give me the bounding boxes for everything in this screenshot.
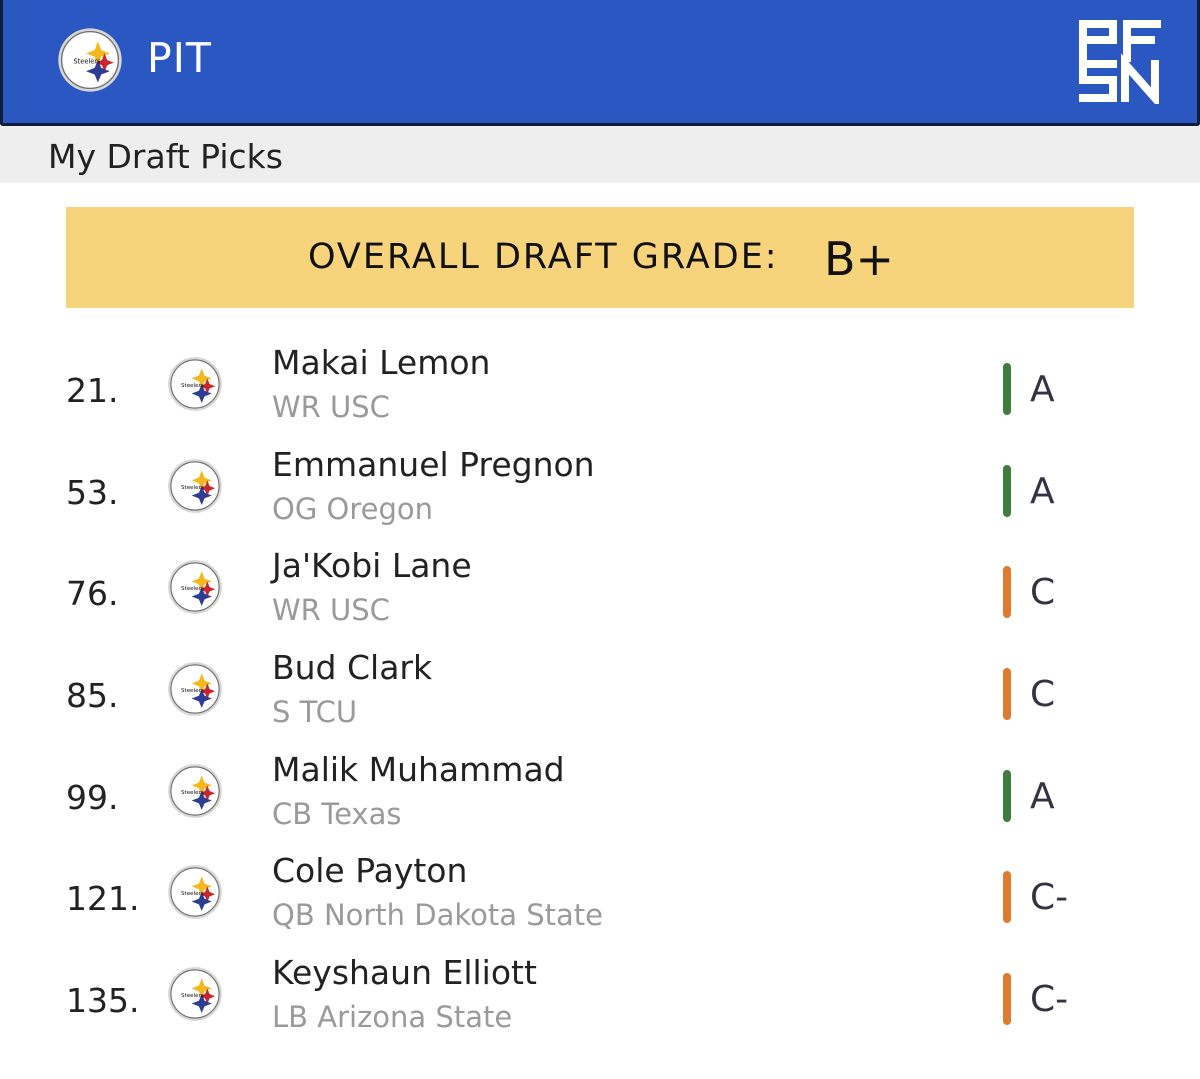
steelers-logo-icon: Steelers [168, 458, 222, 513]
pfsn-logo-icon [1079, 20, 1161, 104]
team-header: Steelers PIT [0, 0, 1200, 126]
pick-grade: C- [1030, 877, 1069, 919]
svg-text:Steelers: Steelers [181, 993, 204, 999]
player-name: Emmanuel Pregnon [272, 444, 595, 484]
pick-grade: C- [1030, 979, 1069, 1021]
svg-text:Steelers: Steelers [181, 790, 204, 796]
steelers-logo-icon: Steelers [58, 28, 122, 92]
player-name: Bud Clark [272, 648, 433, 688]
steelers-logo-icon: Steelers [168, 865, 222, 920]
player-name: Cole Payton [272, 851, 468, 891]
steelers-logo-icon: Steelers [168, 967, 222, 1022]
pick-number: 121. [66, 879, 140, 919]
steelers-logo-icon: Steelers [168, 357, 222, 411]
grade-bar [1003, 973, 1011, 1026]
player-position-school: S TCU [272, 695, 358, 730]
grade-bar [1003, 668, 1011, 721]
steelers-logo-icon: Steelers [168, 560, 222, 615]
pick-number: 21. [66, 371, 119, 410]
pick-row[interactable]: 121. Steelers Cole Payton QB North Dakot… [0, 841, 1200, 943]
subheader-bar: My Draft Picks [0, 126, 1200, 183]
player-name: Malik Muhammad [272, 749, 565, 789]
pick-number: 135. [66, 981, 140, 1021]
grade-bar [1003, 871, 1011, 924]
svg-text:Steelers: Steelers [181, 688, 204, 694]
pick-number: 76. [66, 574, 119, 614]
pick-grade: C [1030, 674, 1056, 716]
pick-row[interactable]: 53. Steelers Emmanuel Pregnon OG Oregon … [0, 435, 1200, 537]
overall-grade-value: B+ [824, 232, 895, 286]
pick-row[interactable]: 135. Steelers Keyshaun Elliott LB Arizon… [0, 943, 1200, 1045]
svg-text:Steelers: Steelers [181, 891, 204, 897]
pick-row[interactable]: 99. Steelers Malik Muhammad CB Texas A [0, 740, 1200, 842]
player-name: Makai Lemon [272, 343, 491, 382]
pick-grade: A [1030, 775, 1055, 817]
picks-list: 21. Steelers Makai Lemon WR USC A 53. [0, 333, 1200, 1045]
player-position-school: LB Arizona State [272, 1000, 513, 1035]
player-position-school: CB Texas [272, 796, 402, 831]
player-position-school: OG Oregon [272, 491, 434, 526]
pick-grade: C [1030, 572, 1056, 614]
player-position-school: QB North Dakota State [272, 898, 603, 933]
player-name: Ja'Kobi Lane [272, 546, 472, 586]
steelers-logo-icon: Steelers [168, 763, 222, 818]
pick-row[interactable]: 76. Steelers Ja'Kobi Lane WR USC C [0, 536, 1200, 638]
player-position-school: WR USC [272, 390, 390, 424]
pick-grade: A [1030, 369, 1055, 410]
section-title: My Draft Picks [48, 137, 283, 176]
pick-row[interactable]: 85. Steelers Bud Clark S TCU C [0, 638, 1200, 740]
svg-text:Steelers: Steelers [181, 586, 204, 592]
grade-bar [1003, 769, 1011, 822]
grade-bar [1003, 464, 1011, 517]
player-position-school: WR USC [272, 593, 390, 628]
pick-number: 99. [66, 777, 119, 817]
player-name: Keyshaun Elliott [272, 953, 537, 993]
pick-grade: A [1030, 470, 1055, 512]
svg-text:Steelers: Steelers [181, 484, 204, 490]
grade-bar [1003, 363, 1011, 415]
overall-grade-banner: OVERALL DRAFT GRADE: B+ [66, 207, 1134, 308]
steelers-logo-icon: Steelers [168, 662, 222, 716]
svg-text:Steelers: Steelers [74, 57, 101, 65]
svg-text:Steelers: Steelers [181, 383, 204, 389]
pick-row[interactable]: 21. Steelers Makai Lemon WR USC A [0, 333, 1200, 435]
grade-bar [1003, 566, 1011, 619]
pick-number: 53. [66, 472, 119, 512]
overall-grade-label: OVERALL DRAFT GRADE: [308, 237, 779, 277]
team-abbreviation: PIT [147, 34, 212, 82]
pick-number: 85. [66, 676, 119, 716]
